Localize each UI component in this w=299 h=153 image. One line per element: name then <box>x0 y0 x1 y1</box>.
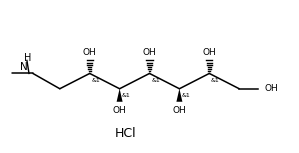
Text: &1: &1 <box>121 93 130 98</box>
Text: &1: &1 <box>91 78 100 83</box>
Text: N: N <box>20 62 28 72</box>
Polygon shape <box>117 89 123 102</box>
Polygon shape <box>176 89 182 102</box>
Text: &1: &1 <box>211 78 220 83</box>
Text: HCl: HCl <box>115 127 136 140</box>
Text: &1: &1 <box>181 93 190 98</box>
Text: OH: OH <box>143 48 156 56</box>
Text: OH: OH <box>83 48 97 56</box>
Text: OH: OH <box>202 48 216 56</box>
Text: OH: OH <box>173 106 186 115</box>
Text: H: H <box>24 53 31 63</box>
Text: OH: OH <box>265 84 279 93</box>
Text: OH: OH <box>113 106 126 115</box>
Text: &1: &1 <box>151 78 160 83</box>
